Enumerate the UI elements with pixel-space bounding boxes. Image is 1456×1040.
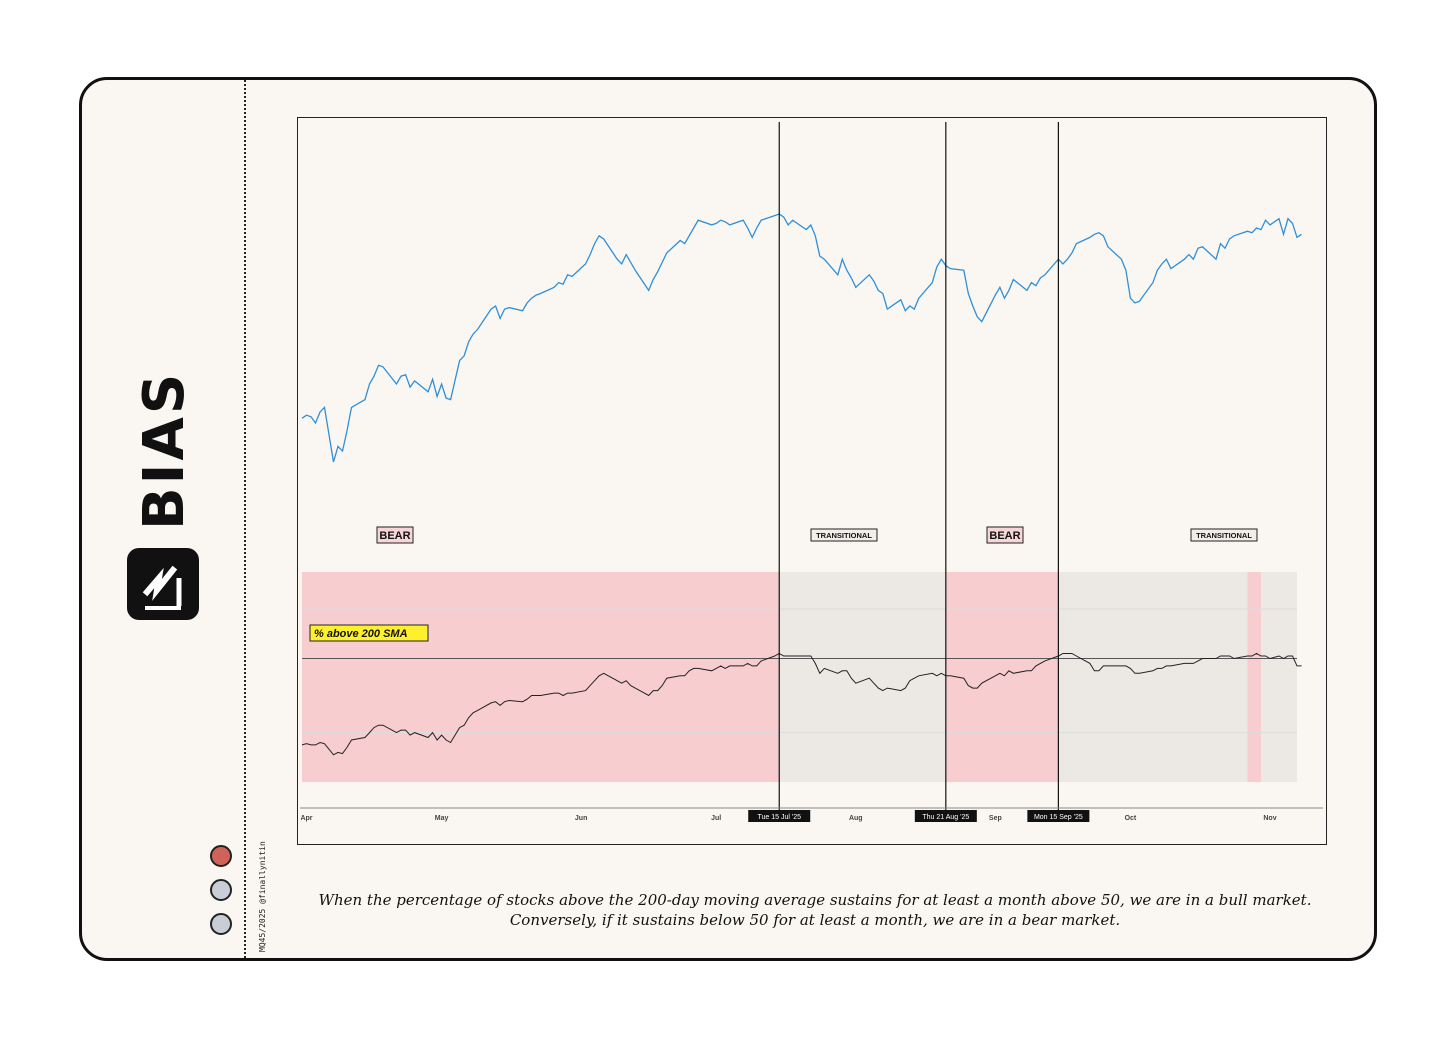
legend-box <box>309 624 429 642</box>
dotted-separator <box>244 80 246 958</box>
x-tick-label: May <box>435 815 449 822</box>
credit-text: MQ45/2025 @finallynitin <box>258 841 267 952</box>
marker-date-text: Mon 15 Sep '25 <box>1034 814 1083 821</box>
x-tick-label: Apr <box>300 815 312 822</box>
x-tick-label: Aug <box>849 815 863 822</box>
status-dot-red <box>210 845 232 867</box>
marker-date-tag: Thu 21 Aug '25 <box>914 810 977 822</box>
legend: % above 200 SMA <box>309 624 429 642</box>
marker-date-text: Tue 15 Jul '25 <box>757 814 801 821</box>
x-tick-label: Nov <box>1263 815 1276 822</box>
regime-label-1: TRANSITIONAL <box>810 528 878 542</box>
x-tick-label: Jul <box>711 815 721 822</box>
x-tick-label: Oct <box>1125 815 1137 822</box>
status-dot-grey-2 <box>210 913 232 935</box>
regime-label-text: BEAR <box>379 530 410 542</box>
marker-date-text: Thu 21 Aug '25 <box>922 814 969 821</box>
regime-label-0: BEAR <box>376 526 414 544</box>
regime-band <box>302 572 780 782</box>
brand-name: BIAS <box>132 370 197 530</box>
regime-label-3: TRANSITIONAL <box>1190 528 1258 542</box>
x-tick-label: Jun <box>575 815 587 822</box>
regime-band <box>779 572 946 782</box>
regime-band <box>1058 572 1297 782</box>
regime-label-text: TRANSITIONAL <box>1196 531 1252 540</box>
marker-date-tag: Mon 15 Sep '25 <box>1027 810 1090 822</box>
regime-band <box>945 572 1059 782</box>
marker-date-box <box>1027 810 1090 822</box>
regime-label-text: TRANSITIONAL <box>816 531 872 540</box>
regime-label-box <box>1190 528 1258 542</box>
marker-date-box <box>914 810 977 822</box>
marker-date-box <box>748 810 811 822</box>
regime-label-text: BEAR <box>989 530 1020 542</box>
caption: When the percentage of stocks above the … <box>318 891 1312 929</box>
status-dot-grey <box>210 879 232 901</box>
price-line <box>301 213 1302 463</box>
breadth-line <box>301 652 1302 756</box>
x-tick-label: Sep <box>989 815 1002 822</box>
market-regime-chart: BEAR TRANSITIONAL BEAR TRANSITIONAL % above … <box>300 122 1323 822</box>
highlight-band <box>1247 572 1261 782</box>
regime-label-2: BEAR <box>986 526 1024 544</box>
regime-label-box <box>986 526 1024 544</box>
bias-logo-icon <box>127 548 199 620</box>
legend-text: % above 200 SMA <box>314 628 408 640</box>
regime-label-box <box>376 526 414 544</box>
regime-label-box <box>810 528 878 542</box>
marker-date-tag: Tue 15 Jul '25 <box>748 810 811 822</box>
